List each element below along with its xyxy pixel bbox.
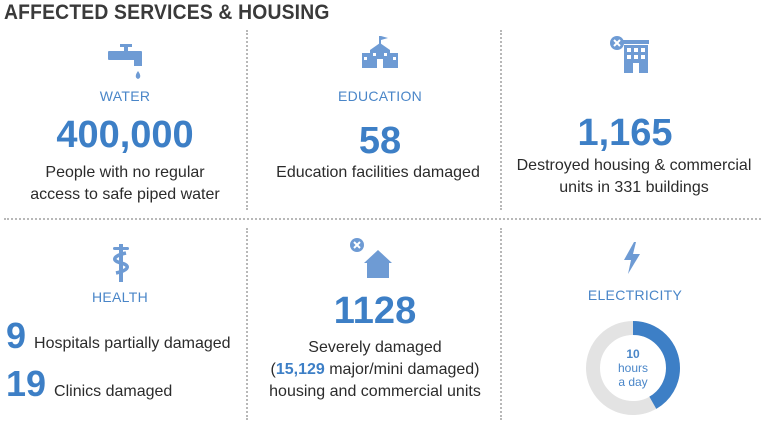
desc-open-paren: ( bbox=[270, 361, 276, 378]
hours-per: a day bbox=[618, 375, 648, 389]
health-clinics-row: 19 Clinics damaged bbox=[6, 366, 172, 402]
page-title: AFFECTED SERVICES & HOUSING bbox=[4, 1, 330, 24]
housing-damaged-value: 1128 bbox=[333, 290, 417, 332]
housing-damaged-desc-line1: Severely damaged bbox=[308, 339, 442, 356]
water-label: WATER bbox=[99, 88, 151, 104]
education-value: 58 bbox=[358, 120, 402, 162]
caduceus-icon bbox=[113, 244, 129, 282]
school-icon bbox=[362, 36, 398, 68]
health-hospitals-row: 9 Hospitals partially damaged bbox=[6, 318, 231, 354]
clinics-value: 19 bbox=[6, 363, 47, 404]
damaged-house-icon bbox=[350, 238, 392, 278]
housing-damaged-desc-line2: (15,129 major/mini damaged) bbox=[250, 359, 500, 381]
divider-vertical-4 bbox=[500, 228, 502, 420]
education-desc: Education facilities damaged bbox=[276, 164, 480, 181]
housing-damaged-desc-line3: housing and commercial units bbox=[269, 383, 481, 400]
hospitals-text: Hospitals partially damaged bbox=[34, 335, 231, 352]
housing-destroyed-value: 1,165 bbox=[577, 112, 673, 154]
divider-vertical-2 bbox=[500, 30, 502, 210]
divider-vertical-1 bbox=[246, 30, 248, 210]
hours-value: 10 bbox=[626, 347, 640, 361]
housing-destroyed-desc-line2: units in 331 buildings bbox=[559, 179, 709, 196]
destroyed-building-icon bbox=[610, 36, 649, 73]
faucet-icon bbox=[108, 44, 142, 79]
water-value: 400,000 bbox=[56, 114, 194, 156]
water-desc-line1: People with no regular bbox=[45, 164, 205, 181]
water-desc-line2: access to safe piped water bbox=[30, 186, 220, 203]
hours-unit: hours bbox=[617, 361, 649, 375]
electricity-hours-text: 10 hours a day bbox=[603, 347, 663, 389]
health-label: HEALTH bbox=[92, 289, 148, 305]
clinics-text: Clinics damaged bbox=[54, 383, 173, 400]
education-label: EDUCATION bbox=[337, 88, 423, 104]
housing-destroyed-desc-line1: Destroyed housing & commercial bbox=[516, 157, 752, 174]
electricity-donut bbox=[586, 321, 680, 415]
electricity-donut-arc bbox=[586, 321, 680, 415]
lightning-icon bbox=[624, 242, 640, 274]
electricity-label: ELECTRICITY bbox=[587, 287, 683, 303]
hospitals-value: 9 bbox=[6, 315, 27, 356]
divider-horizontal bbox=[4, 218, 761, 220]
major-mini-damaged-value: 15,129 bbox=[275, 361, 325, 378]
divider-vertical-3 bbox=[246, 228, 248, 420]
desc-major-mini-text: major/mini damaged) bbox=[324, 361, 480, 378]
